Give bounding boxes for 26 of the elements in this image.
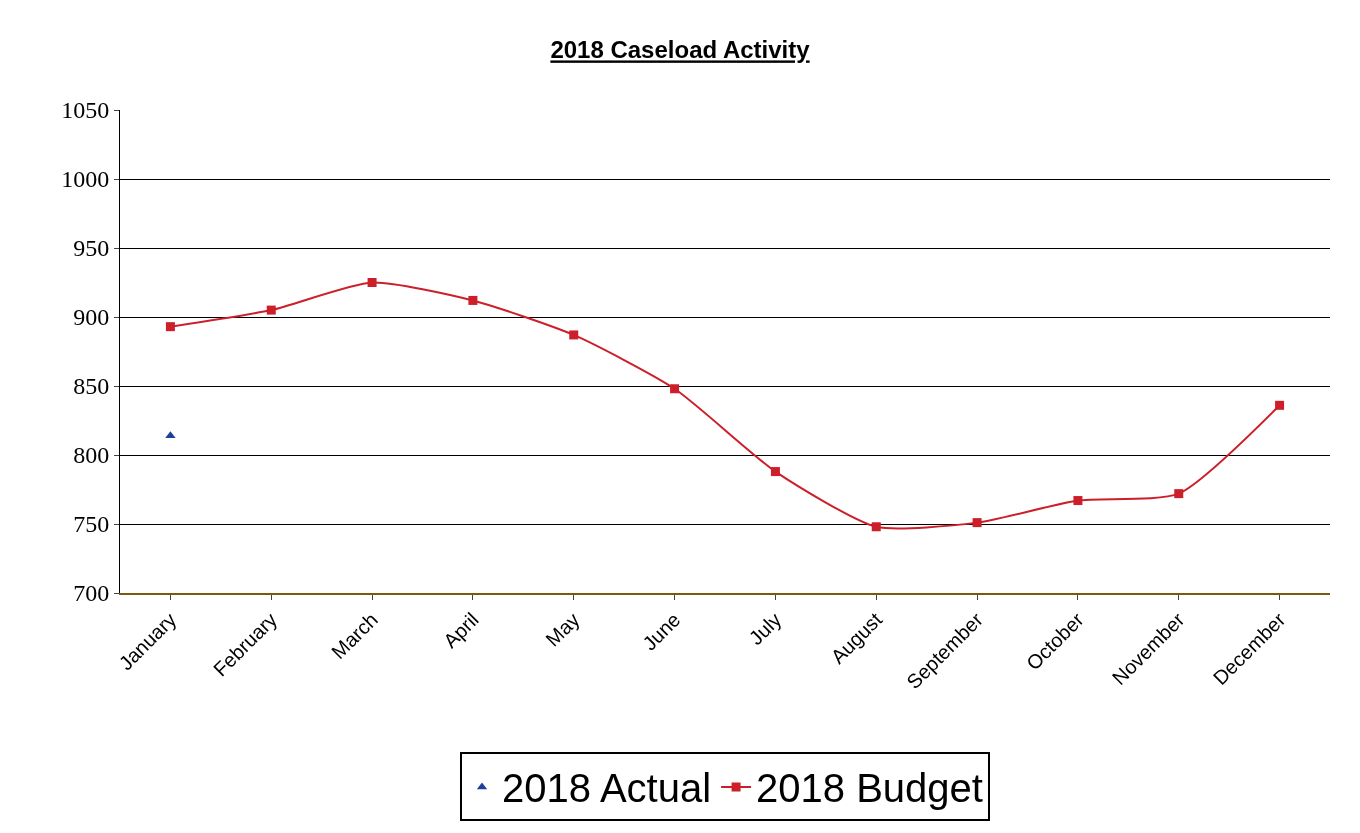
- point: [670, 384, 680, 394]
- y-tick-label: 800: [73, 442, 110, 469]
- point: [367, 278, 377, 287]
- y-tick-label: 1050: [61, 97, 110, 124]
- y-tick-label: 1000: [61, 166, 110, 193]
- y-tick-label: 950: [73, 235, 110, 262]
- point: [1073, 496, 1083, 506]
- y-tick-label: 850: [73, 373, 110, 400]
- point: [266, 305, 276, 315]
- legend-label: 2018 Actual: [502, 766, 712, 811]
- point: [770, 467, 780, 477]
- legend-label: 2018 Budget: [756, 766, 983, 811]
- x-tick-label: May: [541, 608, 584, 651]
- y-tick-label: 750: [73, 511, 110, 538]
- point: [468, 295, 478, 305]
- y-tick-label: 900: [73, 304, 110, 331]
- point: [1275, 400, 1285, 410]
- x-tick-label: July: [744, 608, 786, 650]
- point: [871, 522, 881, 532]
- point: [165, 322, 175, 332]
- point: [569, 330, 579, 340]
- chart-title: 2018 Caseload Activity: [550, 36, 811, 64]
- x-tick-label: June: [638, 608, 685, 655]
- point: [1174, 489, 1184, 499]
- y-tick-label: 700: [73, 580, 110, 607]
- point: [972, 518, 982, 528]
